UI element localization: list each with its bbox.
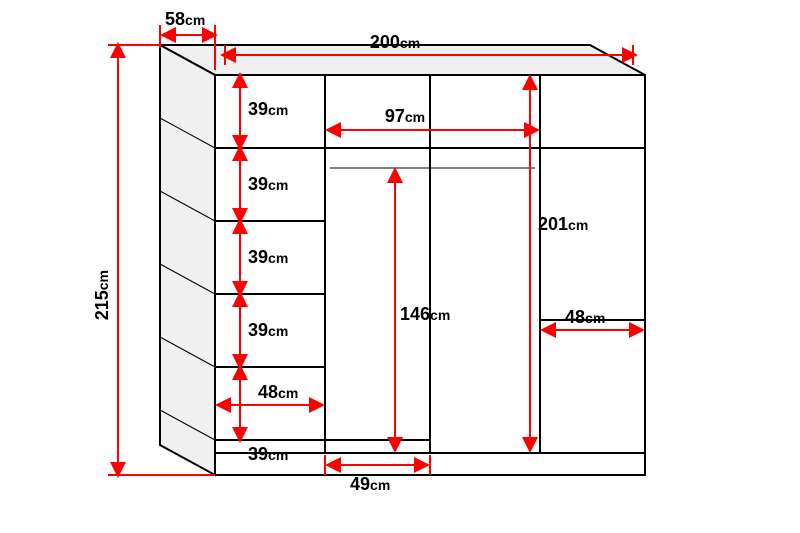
label-center-h: 146cm	[400, 304, 450, 324]
label-center-base-w: 49cm	[350, 474, 390, 494]
label-left-shelf-w: 48cm	[258, 382, 298, 402]
label-shelf5: 39cm	[248, 444, 288, 464]
label-shelf2: 39cm	[248, 174, 288, 194]
label-shelf1: 39cm	[248, 99, 288, 119]
label-width-top: 200cm	[370, 32, 420, 52]
label-center-top-w: 97cm	[385, 106, 425, 126]
label-right-inner-h: 201cm	[538, 214, 588, 234]
left-face	[160, 45, 215, 475]
label-depth: 58cm	[165, 9, 205, 29]
label-shelf3: 39cm	[248, 247, 288, 267]
label-height: 215cm	[92, 270, 112, 320]
label-right-shelf-w: 48cm	[565, 307, 605, 327]
wardrobe-diagram: 58cm 200cm 215cm 39cm 39cm 39cm 39cm 39c…	[0, 0, 800, 533]
label-shelf4: 39cm	[248, 320, 288, 340]
